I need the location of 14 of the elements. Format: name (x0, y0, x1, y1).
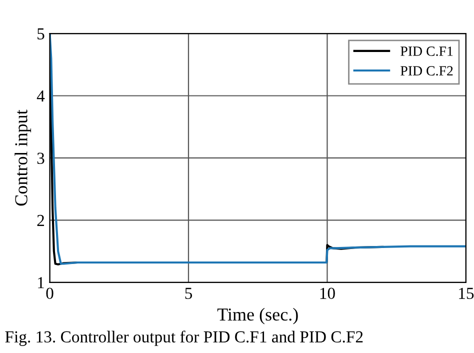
caption: Fig. 13. Controller output for PID C.F1 and PID C.F2 (5, 330, 363, 346)
legend-label: PID C.F2 (400, 66, 453, 76)
y-tick-label: 4 (36, 90, 45, 102)
y-tick-label: 3 (37, 152, 44, 164)
legend-label: PID C.F1 (400, 46, 453, 56)
x-axis-title: Time (sec.) (217, 308, 298, 324)
y-tick-label: 5 (38, 28, 44, 40)
y-tick-label: 1 (38, 277, 44, 288)
x-tick-label: 5 (185, 288, 192, 299)
y-axis-title: Control input (14, 110, 32, 206)
x-tick-label: 10 (320, 288, 335, 299)
y-tick-label: 2 (37, 214, 44, 226)
x-tick-label: 0 (46, 288, 54, 299)
x-tick-label: 15 (459, 288, 474, 299)
